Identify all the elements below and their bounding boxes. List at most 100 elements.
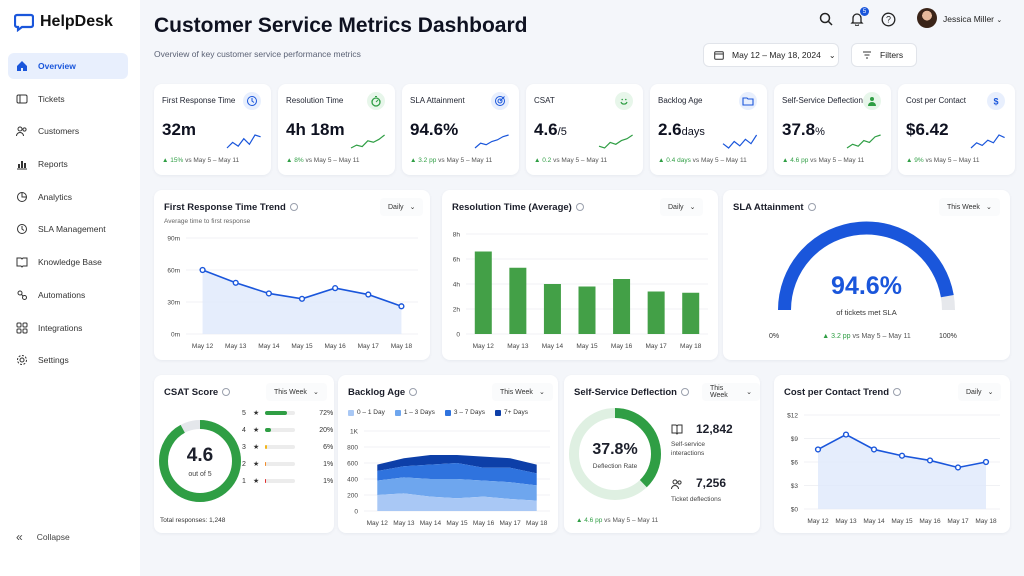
y-tick-label: 200	[347, 493, 358, 500]
kpi-compare: vs May 5 – May 11	[810, 157, 865, 164]
logo[interactable]: HelpDesk	[14, 12, 113, 32]
home-icon	[17, 61, 27, 71]
kpi-value: 4.6/5	[534, 120, 567, 140]
sidebar-item-customers[interactable]: Customers	[8, 118, 128, 144]
kpi-card-csat[interactable]: CSAT 4.6/5 ▲ 0.2 vs May 5 – May 11	[526, 84, 643, 175]
kpi-card-resolution-time[interactable]: Resolution Time 4h 18m ▲ 8% vs May 5 – May…	[278, 84, 395, 175]
kpi-sparkline	[970, 134, 1005, 149]
frt-trend-card: First Response Time Trend Average time t…	[154, 190, 430, 360]
x-tick-label: May 12	[192, 343, 214, 350]
sidebar-item-reports[interactable]: Reports	[8, 151, 128, 177]
svg-text:$: $	[993, 97, 998, 107]
kpi-card-self-service-deflection[interactable]: Self-Service Deflection 37.8% ▲ 4.6 pp vs …	[774, 84, 891, 175]
deflection-delta: ▲ 4.6 pp vs May 5 – May 11	[576, 517, 659, 524]
dollar-icon: $	[987, 92, 1005, 110]
sidebar-item-automations[interactable]: Automations	[8, 282, 128, 308]
kpi-card-cost-per-contact[interactable]: Cost per Contact $ $6.42 ▲ 9% vs May 5 – Ma…	[898, 84, 1015, 175]
date-range-picker[interactable]: May 12 – May 18, 2024 ⌄	[703, 43, 839, 67]
kpi-value: 37.8%	[782, 120, 825, 140]
info-icon[interactable]	[289, 203, 298, 211]
folder-icon	[739, 92, 757, 110]
resolution-card: Resolution Time (Average) Daily ⌄ 0 2h 4h 6h…	[442, 190, 718, 360]
kpi-value-number: 4.6	[534, 120, 558, 139]
sidebar-item-sla-management[interactable]: SLA Management	[8, 216, 128, 242]
data-point	[926, 457, 934, 464]
info-icon[interactable]	[222, 388, 231, 396]
legend-swatch	[444, 409, 451, 416]
kpi-value: 2.6days	[658, 120, 705, 140]
star-icon: ★	[253, 461, 260, 468]
sparkline-path	[598, 134, 633, 149]
resolution-period-dropdown[interactable]: Daily ⌄	[660, 198, 704, 216]
legend-label: 7+ Days	[503, 409, 529, 416]
info-icon[interactable]	[680, 388, 689, 396]
kpi-title: Cost per Contact	[906, 96, 967, 105]
kpi-sparkline	[846, 134, 881, 149]
main-content: Customer Service Metrics Dashboard Overv…	[140, 0, 1024, 576]
legend-item[interactable]: 7+ Days	[494, 409, 529, 416]
user-menu[interactable]: Jessica Miller ⌄	[943, 14, 1002, 24]
person-icon	[863, 92, 881, 110]
x-tick-label: May 13	[507, 343, 529, 350]
info-icon[interactable]	[807, 203, 816, 211]
collapse-label: Collapse	[36, 532, 70, 542]
rating-stars: 5	[242, 409, 246, 417]
x-tick-label: May 14	[542, 343, 564, 350]
kpi-value-number: 2.6	[658, 120, 682, 139]
kpi-card-sla-attainment[interactable]: SLA Attainment 94.6% ▲ 3.2 pp vs May 5 – M…	[402, 84, 519, 175]
kpi-title: SLA Attainment	[410, 96, 465, 105]
legend-label: 0 – 1 Day	[357, 409, 385, 416]
info-icon[interactable]	[409, 388, 418, 396]
kpi-delta-value: 4.6 pp	[790, 157, 809, 164]
y-tick-label: 0	[456, 332, 460, 339]
csat-period-dropdown[interactable]: This Week ⌄	[266, 383, 327, 401]
chevron-down-icon: ⌄	[985, 204, 992, 211]
interactions-label: Self-service interactions	[671, 441, 705, 457]
sla-period-dropdown[interactable]: This Week ⌄	[939, 198, 1000, 216]
kpi-value-number: 32m	[162, 120, 197, 139]
legend-item[interactable]: 0 – 1 Day	[348, 409, 385, 416]
sidebar-item-overview[interactable]: Overview	[8, 53, 128, 79]
sidebar-item-integrations[interactable]: Integrations	[8, 315, 128, 341]
x-tick-label: May 13	[225, 343, 247, 350]
x-tick-label: May 13	[393, 520, 415, 527]
y-tick-label: $6	[791, 460, 799, 467]
sidebar-item-tickets[interactable]: Tickets	[8, 86, 128, 112]
y-tick-label: 1K	[350, 429, 359, 436]
avatar[interactable]	[917, 8, 937, 28]
rating-pct: 20%	[319, 426, 334, 434]
kpi-card-backlog-age[interactable]: Backlog Age 2.6days ▲ 0.4 days vs May 5 – …	[650, 84, 767, 175]
sidebar-item-knowledge-base[interactable]: Knowledge Base	[8, 249, 128, 275]
rating-bar	[265, 445, 296, 449]
backlog-period-dropdown[interactable]: This Week ⌄	[492, 383, 553, 401]
kpi-delta: ▲ 3.2 pp vs May 5 – May 11	[410, 157, 493, 164]
frt-trend-title-text: First Response Time Trend	[164, 202, 286, 213]
legend-item[interactable]: 1 – 3 Days	[394, 409, 435, 416]
sidebar-item-settings[interactable]: Settings	[8, 347, 128, 373]
kpi-card-first-response-time[interactable]: First Response Time 32m ▲ 15% vs May 5 – M…	[154, 84, 271, 175]
frt-period-label: Daily	[388, 203, 404, 211]
help-icon[interactable]: ?	[879, 10, 897, 28]
sidebar-item-analytics[interactable]: Analytics	[8, 184, 128, 210]
collapse-button[interactable]: « Collapse	[16, 530, 70, 544]
kpi-delta: ▲ 8% vs May 5 – May 11	[286, 157, 360, 164]
search-icon[interactable]	[817, 10, 835, 28]
cost-period-dropdown[interactable]: Daily ⌄	[958, 383, 1002, 401]
bar	[578, 286, 596, 334]
rating-bar	[265, 428, 296, 432]
backlog-legend: 0 – 1 Day 1 – 3 Days 3 – 7 Days 7+ Days	[348, 409, 528, 416]
data-point	[365, 291, 372, 298]
x-tick-label: May 17	[645, 343, 667, 350]
sidebar-item-label: Settings	[38, 355, 69, 366]
filters-button[interactable]: Filters	[851, 43, 917, 67]
legend-item[interactable]: 3 – 7 Days	[444, 409, 485, 416]
rating-bar	[265, 411, 296, 415]
info-icon[interactable]	[893, 388, 902, 396]
deflection-period-dropdown[interactable]: This Week ⌄	[702, 383, 760, 401]
filters-label: Filters	[880, 50, 904, 60]
bell-icon[interactable]: 5	[848, 7, 869, 28]
y-tick-label: $12	[787, 413, 798, 420]
frt-period-dropdown[interactable]: Daily ⌄	[380, 198, 424, 216]
cost-line-chart: $0 $3 $6 $9 $12 May 12 May 13 May 14 May 15 May 1…	[787, 413, 1000, 525]
info-icon[interactable]	[575, 203, 584, 211]
